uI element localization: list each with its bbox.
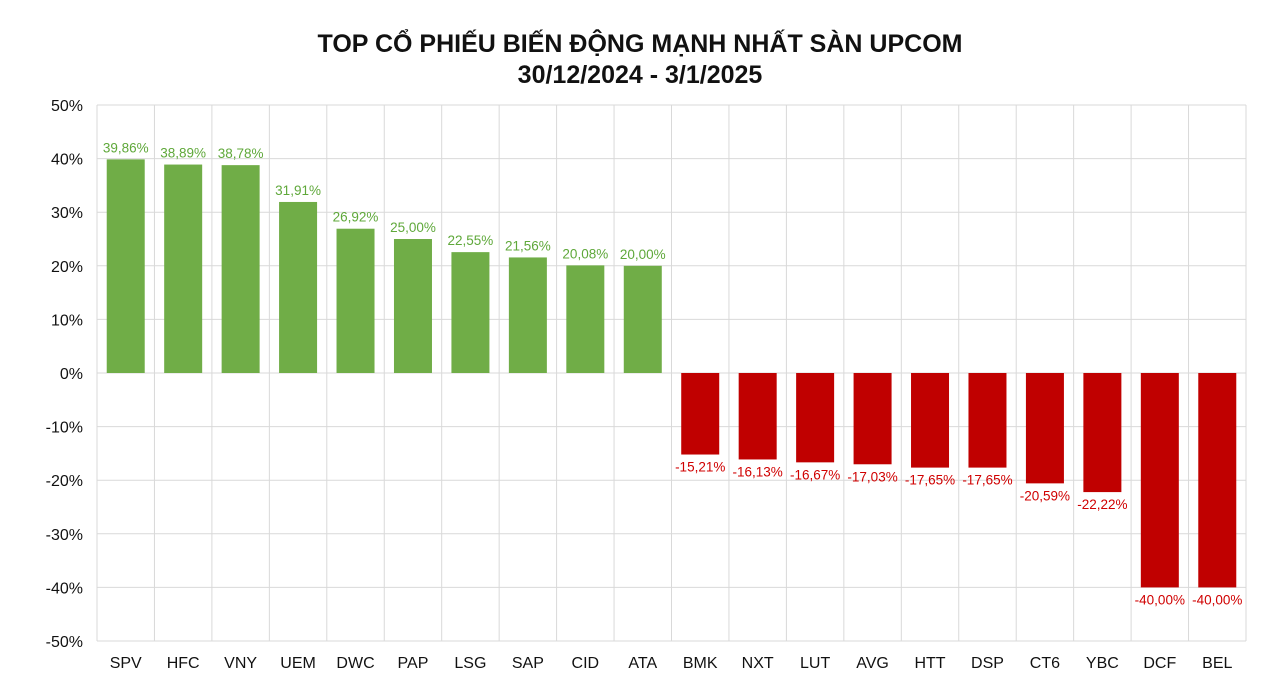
x-tick-label: CT6 [1030, 655, 1060, 672]
data-label: -17,65% [962, 473, 1012, 488]
bar-avg [853, 373, 892, 465]
chart-subtitle: 30/12/2024 - 3/1/2025 [517, 61, 763, 89]
y-tick-label: -10% [46, 420, 83, 437]
x-tick-label: DCF [1143, 655, 1176, 672]
data-label: -17,03% [847, 469, 897, 484]
y-tick-label: -20% [46, 473, 83, 490]
data-label: 22,55% [448, 233, 494, 248]
bar-uem [279, 201, 318, 373]
bar-dcf [1140, 373, 1179, 588]
y-tick-label: -50% [46, 634, 83, 651]
y-tick-label: 40% [51, 152, 83, 169]
data-label: -40,00% [1192, 592, 1242, 607]
bar-ata [623, 265, 662, 373]
y-tick-label: -40% [46, 580, 83, 597]
bar-dsp [968, 373, 1007, 468]
bar-hfc [164, 164, 203, 373]
data-label: -40,00% [1135, 592, 1185, 607]
data-label: -16,67% [790, 467, 840, 482]
bar-lut [796, 373, 835, 463]
bar-sap [508, 257, 547, 373]
data-label: -22,22% [1077, 497, 1127, 512]
bar-cid [566, 265, 605, 373]
x-tick-label: AVG [856, 655, 889, 672]
x-tick-label: LSG [454, 655, 486, 672]
bar-htt [911, 373, 950, 468]
bar-dwc [336, 228, 375, 373]
y-tick-label: 50% [51, 98, 83, 115]
data-label: 20,00% [620, 247, 666, 262]
data-label: 38,78% [218, 146, 264, 161]
x-tick-label: LUT [800, 655, 830, 672]
data-label: -17,65% [905, 473, 955, 488]
x-tick-label: DSP [971, 655, 1004, 672]
y-tick-label: 0% [60, 366, 83, 383]
data-label: 26,92% [333, 210, 379, 225]
y-tick-label: 20% [51, 259, 83, 276]
x-tick-label: DWC [336, 655, 374, 672]
y-tick-label: -30% [46, 527, 83, 544]
bar-nxt [738, 373, 777, 460]
data-label: 38,89% [160, 146, 206, 161]
data-label: 20,08% [562, 246, 608, 261]
data-label: 31,91% [275, 183, 321, 198]
x-tick-label: HTT [914, 655, 945, 672]
y-tick-label: 30% [51, 205, 83, 222]
data-label: 25,00% [390, 220, 436, 235]
x-tick-label: SAP [512, 655, 544, 672]
bar-pap [393, 239, 432, 373]
chart-title: TOP CỔ PHIẾU BIẾN ĐỘNG MẠNH NHẤT SÀN UPC… [317, 30, 963, 58]
bar-ct6 [1025, 373, 1064, 484]
data-label: 39,86% [103, 140, 149, 155]
x-tick-label: PAP [398, 655, 429, 672]
x-tick-label: HFC [167, 655, 200, 672]
bar-ybc [1083, 373, 1122, 493]
bar-bel [1198, 373, 1237, 588]
x-tick-label: NXT [742, 655, 774, 672]
x-tick-label: SPV [110, 655, 142, 672]
x-tick-label: YBC [1086, 655, 1119, 672]
bar-vny [221, 165, 260, 373]
x-tick-label: CID [572, 655, 600, 672]
x-tick-label: UEM [280, 655, 316, 672]
x-tick-label: ATA [628, 655, 657, 672]
x-tick-label: VNY [224, 655, 257, 672]
data-label: -20,59% [1020, 488, 1070, 503]
data-label: -15,21% [675, 460, 725, 475]
bar-bmk [681, 373, 720, 455]
x-tick-label: BEL [1202, 655, 1232, 672]
bar-spv [106, 159, 145, 373]
bar-lsg [451, 252, 490, 373]
data-label: 21,56% [505, 238, 551, 253]
y-tick-label: 10% [51, 312, 83, 329]
data-label: -16,13% [733, 464, 783, 479]
x-tick-label: BMK [683, 655, 718, 672]
